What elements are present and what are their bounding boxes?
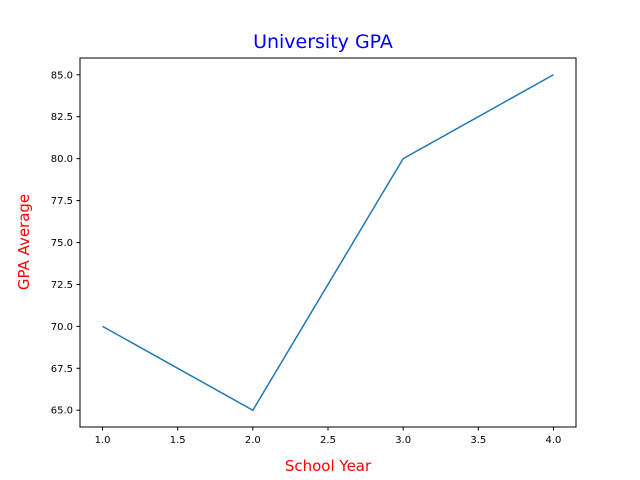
x-axis-title: School Year	[285, 457, 372, 475]
x-tick-label: 1.5	[170, 435, 186, 446]
y-axis-ticks: 65.0 67.5 70.0 72.5 75.0 77.5 80.0 82.5 85.0	[51, 70, 80, 417]
y-tick-label: 70.0	[51, 322, 73, 333]
y-tick-label: 67.5	[51, 364, 73, 375]
plot-frame	[79, 57, 577, 428]
y-tick-label: 85.0	[51, 70, 73, 81]
y-axis-title: GPA Average	[15, 194, 33, 290]
x-axis-ticks: 1.0 1.5 2.0 2.5 3.0 3.5 4.0	[95, 427, 562, 446]
plot-area	[102, 74, 554, 412]
y-tick-label: 77.5	[51, 196, 73, 207]
x-tick-label: 1.0	[95, 435, 111, 446]
y-tick-label: 82.5	[51, 112, 73, 123]
y-tick-label: 65.0	[51, 406, 73, 417]
chart-title: University GPA	[253, 31, 393, 53]
x-tick-label: 3.0	[395, 435, 411, 446]
series-line	[102, 74, 554, 412]
y-tick-label: 72.5	[51, 280, 73, 291]
x-tick-label: 2.5	[320, 435, 336, 446]
y-tick-label: 75.0	[51, 238, 73, 249]
y-tick-label: 80.0	[51, 154, 73, 165]
x-tick-label: 3.5	[470, 435, 486, 446]
x-tick-label: 2.0	[245, 435, 261, 446]
x-tick-label: 4.0	[546, 435, 562, 446]
